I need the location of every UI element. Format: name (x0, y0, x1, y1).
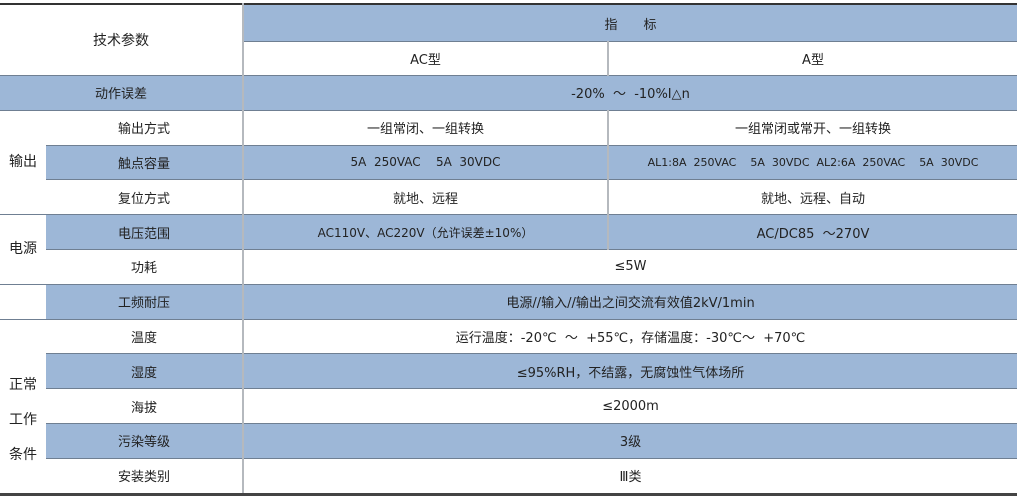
row-label: 输出方式 (46, 109, 243, 146)
table-row: 安装类别 Ⅲ类 (0, 457, 1017, 495)
table-row: 海拔 ≤2000m (0, 388, 1017, 424)
row-value: 运行温度：-20℃ ～ +55℃，存储温度：-30℃～ +70℃ (241, 318, 1017, 354)
header-a-type: A型 (606, 41, 1017, 76)
table-row: 动作误差 -20% ～ -10%I△n (0, 75, 1017, 111)
row-label: 工频耐压 (46, 283, 243, 320)
row-label: 动作误差 (0, 75, 243, 111)
row-label: 湿度 (46, 353, 243, 389)
table-row: 复位方式 就地、远程 就地、远程、自动 (0, 179, 1017, 215)
row-value-ac: 一组常闭、一组转换 (242, 109, 608, 146)
table-row: 输出 输出方式 一组常闭、一组转换 一组常闭或常开、一组转换 (0, 109, 1017, 215)
row-value-ac: AC110V、AC220V（允许误差±10%） (242, 214, 608, 250)
row-label: 触点容量 (46, 144, 243, 180)
row-value-ac: 5A 250VAC 5A 30VDC (242, 144, 608, 180)
row-value-a: 就地、远程、自动 (606, 179, 1017, 215)
row-label: 电压范围 (46, 214, 243, 250)
group-label-conditions: 正常 工作 条件 (0, 318, 46, 495)
group-label-empty (0, 283, 46, 320)
spec-table: 技术参数 指 标 AC型 A型 动作误差 -20% ～ -10%I△n 输出 输… (0, 3, 1017, 496)
row-value-a: AC/DC85 ～270V (606, 214, 1017, 250)
row-value: ≤2000m (241, 388, 1017, 424)
row-label: 温度 (46, 318, 243, 354)
row-value: -20% ～ -10%I△n (241, 75, 1017, 111)
table-row: 工频耐压 电源//输入//输出之间交流有效值2kV/1min (0, 283, 1017, 320)
row-label: 复位方式 (46, 179, 243, 215)
table-row: 湿度 ≤95%RH，不结露，无腐蚀性气体场所 (0, 353, 1017, 389)
row-value: ≤5W (241, 248, 1017, 285)
table-row: 正常 工作 条件 温度 运行温度：-20℃ ～ +55℃，存储温度：-30℃～ … (0, 318, 1017, 495)
group-label-output: 输出 (0, 109, 46, 215)
row-value-a: AL1:8A 250VAC 5A 30VDC AL2:6A 250VAC 5A … (606, 144, 1017, 180)
row-value: Ⅲ类 (241, 457, 1017, 495)
header-indicator: 指 标 (241, 3, 1017, 42)
group-label-power: 电源 (0, 214, 46, 285)
row-label: 污染等级 (46, 422, 243, 459)
header-ac-type: AC型 (242, 41, 608, 76)
header-param: 技术参数 (0, 3, 243, 76)
row-label: 海拔 (46, 388, 243, 424)
table-row: 电源 电压范围 AC110V、AC220V（允许误差±10%） AC/DC85 … (0, 214, 1017, 285)
row-value-a: 一组常闭或常开、一组转换 (606, 109, 1017, 146)
row-value-ac: 就地、远程 (242, 179, 608, 215)
table-row: 触点容量 5A 250VAC 5A 30VDC AL1:8A 250VAC 5A… (0, 144, 1017, 180)
row-label: 安装类别 (46, 457, 243, 495)
row-value: ≤95%RH，不结露，无腐蚀性气体场所 (241, 353, 1017, 389)
row-label: 功耗 (46, 248, 243, 285)
table-row: 污染等级 3级 (0, 422, 1017, 459)
table-row: 功耗 ≤5W (0, 248, 1017, 285)
row-value: 电源//输入//输出之间交流有效值2kV/1min (241, 283, 1017, 320)
row-value: 3级 (241, 422, 1017, 459)
